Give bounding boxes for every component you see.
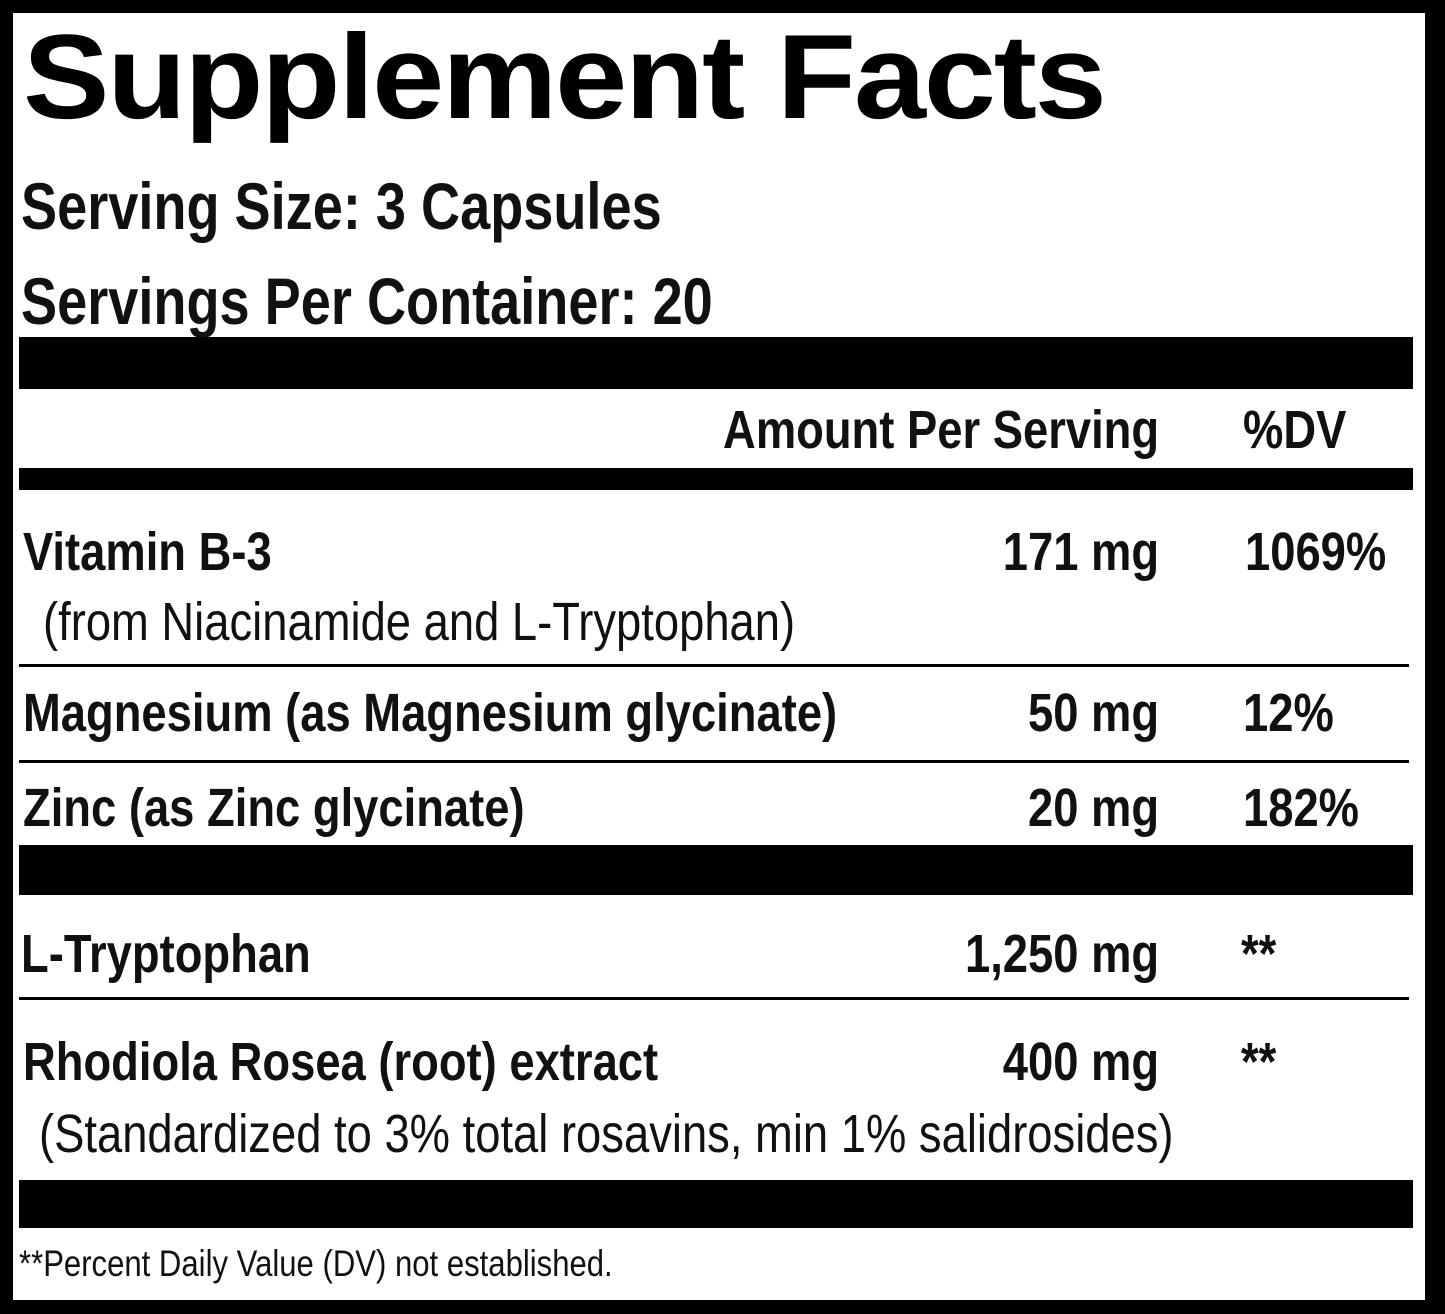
servings-per-container: Servings Per Container: 20 <box>21 264 713 338</box>
ingredient-amount: 1,250 mg <box>964 924 1159 984</box>
nutrient-amount: 171 mg <box>1002 522 1159 582</box>
nutrient-name: Vitamin B-3 <box>23 522 272 582</box>
divider-thin <box>19 664 1409 667</box>
divider-thin <box>19 760 1409 763</box>
ingredient-amount: 400 mg <box>1002 1032 1159 1092</box>
ingredient-dv: ** <box>1241 924 1277 984</box>
divider-thin <box>19 997 1409 1000</box>
nutrient-name: Magnesium (as Magnesium glycinate) <box>23 683 838 743</box>
footnote: **Percent Daily Value (DV) not establish… <box>19 1243 613 1284</box>
serving-size: Serving Size: 3 Capsules <box>21 169 662 243</box>
nutrient-amount: 20 mg <box>1027 778 1159 838</box>
ingredient-name: Rhodiola Rosea (root) extract <box>23 1032 659 1092</box>
ingredient-detail: (Standardized to 3% total rosavins, min … <box>39 1104 1174 1164</box>
header-amount: Amount Per Serving <box>722 400 1159 460</box>
ingredient-dv: ** <box>1241 1032 1277 1092</box>
nutrient-amount: 50 mg <box>1027 683 1159 743</box>
nutrient-detail: (from Niacinamide and L-Tryptophan) <box>43 592 796 652</box>
ingredient-name: L-Tryptophan <box>21 924 311 984</box>
nutrient-dv: 182% <box>1243 778 1360 838</box>
label-title: Supplement Facts <box>23 10 1107 144</box>
supplement-facts-panel: Supplement Facts Serving Size: 3 Capsule… <box>13 13 1425 1300</box>
divider-thick-bottom <box>19 1180 1413 1228</box>
nutrient-name: Zinc (as Zinc glycinate) <box>23 778 525 838</box>
divider-thick-top <box>19 337 1413 389</box>
divider-thick-middle <box>19 845 1413 895</box>
nutrient-dv: 1069% <box>1245 522 1387 582</box>
nutrient-dv: 12% <box>1243 683 1334 743</box>
divider-medium <box>19 468 1413 490</box>
header-dv: %DV <box>1243 400 1347 460</box>
